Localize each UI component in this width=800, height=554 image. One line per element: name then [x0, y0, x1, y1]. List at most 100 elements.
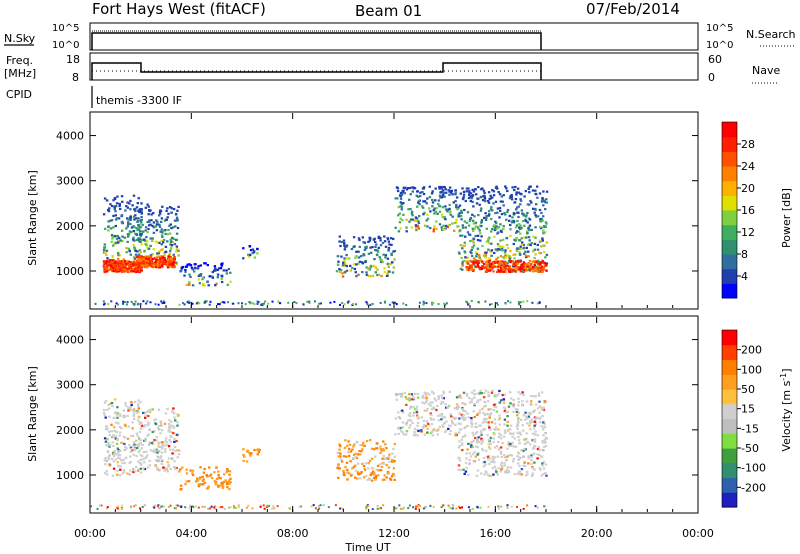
- power-cell: [506, 268, 509, 271]
- velocity-cell: [416, 392, 420, 395]
- power-cell: [431, 205, 434, 208]
- velocity-cell: [500, 463, 503, 466]
- velocity-cell: [491, 467, 495, 470]
- power-cell: [536, 267, 539, 270]
- velocity-cell: [105, 425, 109, 428]
- velocity-cell: [128, 444, 131, 447]
- power-cell: [151, 258, 154, 261]
- velocity-cell: [104, 399, 108, 403]
- velocity-cell: [176, 449, 179, 452]
- velocity-cell: [288, 507, 291, 510]
- velocity-cell: [459, 468, 462, 472]
- power-cell: [471, 188, 474, 191]
- velocity-cell: [119, 449, 122, 452]
- power-cell: [402, 213, 405, 216]
- power-cell: [536, 196, 539, 199]
- velocity-cell: [108, 407, 111, 410]
- power-cell: [167, 212, 170, 215]
- power-cell: [358, 245, 361, 248]
- velocity-cell: [334, 504, 337, 507]
- power-cell: [110, 268, 113, 271]
- velocity-cell: [397, 427, 400, 430]
- power-cell: [463, 241, 466, 244]
- power-cell: [139, 303, 142, 305]
- velocity-cell: [529, 422, 532, 425]
- velocity-cell: [356, 477, 359, 480]
- power-cell: [392, 250, 395, 253]
- velocity-cell: [160, 451, 164, 454]
- velocity-cell: [393, 507, 396, 510]
- power-cell: [156, 263, 160, 266]
- power-cell: [147, 224, 151, 227]
- power-cell: [471, 246, 474, 249]
- velocity-cell: [416, 434, 419, 437]
- date-title: 07/Feb/2014: [586, 0, 680, 18]
- velocity-cell: [536, 506, 539, 509]
- power-cell: [517, 230, 520, 233]
- velocity-cell: [485, 471, 488, 474]
- power-cell: [470, 268, 473, 271]
- power-cell: [487, 248, 490, 251]
- power-cell: [214, 267, 217, 270]
- velocity-cell: [396, 393, 399, 396]
- power-cell: [481, 265, 484, 268]
- power-cell: [357, 237, 361, 240]
- velocity-cell: [530, 394, 533, 397]
- time-tick-label: 00:00: [74, 527, 106, 540]
- power-cell: [267, 302, 270, 305]
- velocity-cell: [506, 429, 510, 432]
- velocity-cell: [430, 423, 434, 426]
- power-cell: [363, 241, 367, 244]
- power-cell: [425, 302, 428, 305]
- power-cell: [513, 188, 516, 192]
- power-cell: [405, 304, 408, 306]
- power-cell: [465, 268, 469, 271]
- velocity-cell: [403, 391, 406, 394]
- velocity-cell: [470, 391, 474, 394]
- velocity-cell: [214, 505, 216, 508]
- velocity-cell: [468, 401, 472, 404]
- velocity-cell: [176, 504, 179, 507]
- velocity-cell: [538, 394, 541, 397]
- power-cell: [530, 242, 533, 245]
- velocity-cell: [483, 473, 486, 476]
- power-cell: [497, 247, 500, 251]
- power-cell: [138, 208, 142, 211]
- power-cell: [418, 215, 421, 218]
- velocity-cell: [393, 443, 396, 446]
- power-cell: [160, 220, 163, 223]
- power-cell: [448, 207, 451, 210]
- velocity-cell: [248, 452, 251, 455]
- velocity-cell: [397, 411, 400, 414]
- velocity-cell: [161, 459, 164, 462]
- velocity-cell: [393, 474, 396, 477]
- velocity-cell: [201, 475, 204, 478]
- velocity-cell: [155, 436, 158, 439]
- velocity-cell: [106, 507, 109, 510]
- power-cell: [155, 229, 159, 232]
- velocity-cell: [393, 455, 396, 458]
- power-cell: [343, 242, 346, 245]
- power-cell: [491, 228, 494, 231]
- power-cell: [479, 224, 482, 227]
- power-cell: [115, 217, 119, 220]
- velocity-cell: [458, 412, 461, 415]
- velocity-cell: [506, 471, 509, 474]
- power-cell: [466, 211, 470, 214]
- velocity-cell: [144, 416, 147, 419]
- velocity-cell: [480, 392, 483, 395]
- velocity-cell: [544, 441, 547, 444]
- velocity-cell: [191, 474, 195, 477]
- velocity-cell: [508, 454, 511, 457]
- power-cell: [202, 282, 205, 286]
- power-cell: [472, 257, 476, 260]
- velocity-cell: [199, 466, 202, 469]
- power-cell: [130, 270, 133, 273]
- velocity-cell: [422, 427, 425, 430]
- power-cell: [416, 190, 419, 193]
- velocity-cell: [120, 441, 123, 444]
- velocity-colorbar-swatch: [722, 374, 737, 390]
- power-cell: [157, 259, 160, 262]
- velocity-cell: [154, 418, 158, 421]
- power-cell: [131, 204, 134, 207]
